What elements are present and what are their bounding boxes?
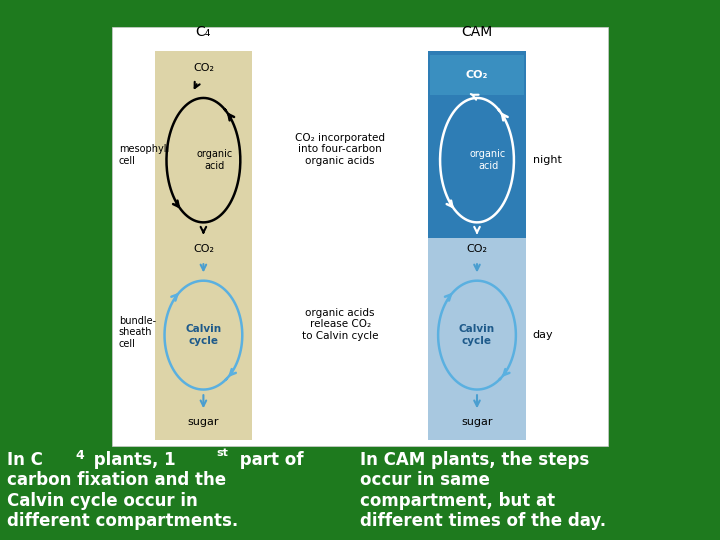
Text: CO₂: CO₂ xyxy=(467,245,487,254)
Text: Calvin
cycle: Calvin cycle xyxy=(185,325,222,346)
Text: sugar: sugar xyxy=(188,416,219,427)
FancyBboxPatch shape xyxy=(430,55,524,95)
Text: In CAM plants, the steps: In CAM plants, the steps xyxy=(360,451,589,469)
Text: CO₂ incorporated
into four-carbon
organic acids: CO₂ incorporated into four-carbon organi… xyxy=(295,133,385,166)
Text: different times of the day.: different times of the day. xyxy=(360,512,606,530)
Text: In C: In C xyxy=(7,451,43,469)
Text: night: night xyxy=(533,155,562,165)
Text: different compartments.: different compartments. xyxy=(7,512,238,530)
Text: carbon fixation and the: carbon fixation and the xyxy=(7,471,226,489)
Text: organic
acid: organic acid xyxy=(470,150,506,171)
Text: st: st xyxy=(216,448,228,458)
Text: 4: 4 xyxy=(76,449,84,462)
Text: CO₂: CO₂ xyxy=(466,70,488,80)
Text: plants, 1: plants, 1 xyxy=(88,451,176,469)
Text: organic acids
release CO₂
to Calvin cycle: organic acids release CO₂ to Calvin cycl… xyxy=(302,308,379,341)
Text: sugar: sugar xyxy=(462,416,492,427)
Text: part of: part of xyxy=(234,451,304,469)
Text: bundle-
sheath
cell: bundle- sheath cell xyxy=(119,316,156,349)
Text: organic
acid: organic acid xyxy=(197,150,233,171)
Text: CAM: CAM xyxy=(462,25,492,39)
Text: occur in same: occur in same xyxy=(360,471,490,489)
Bar xyxy=(428,238,526,440)
Text: day: day xyxy=(533,330,554,340)
Text: Calvin cycle occur in: Calvin cycle occur in xyxy=(7,492,198,510)
Bar xyxy=(155,51,252,440)
Text: CO₂: CO₂ xyxy=(193,245,214,254)
Bar xyxy=(428,51,526,238)
Text: mesophyll
cell: mesophyll cell xyxy=(119,144,169,166)
Text: C₄: C₄ xyxy=(196,25,211,39)
Text: CO₂: CO₂ xyxy=(193,63,214,73)
Bar xyxy=(112,27,608,445)
Text: Calvin
cycle: Calvin cycle xyxy=(459,325,495,346)
Text: compartment, but at: compartment, but at xyxy=(360,492,555,510)
